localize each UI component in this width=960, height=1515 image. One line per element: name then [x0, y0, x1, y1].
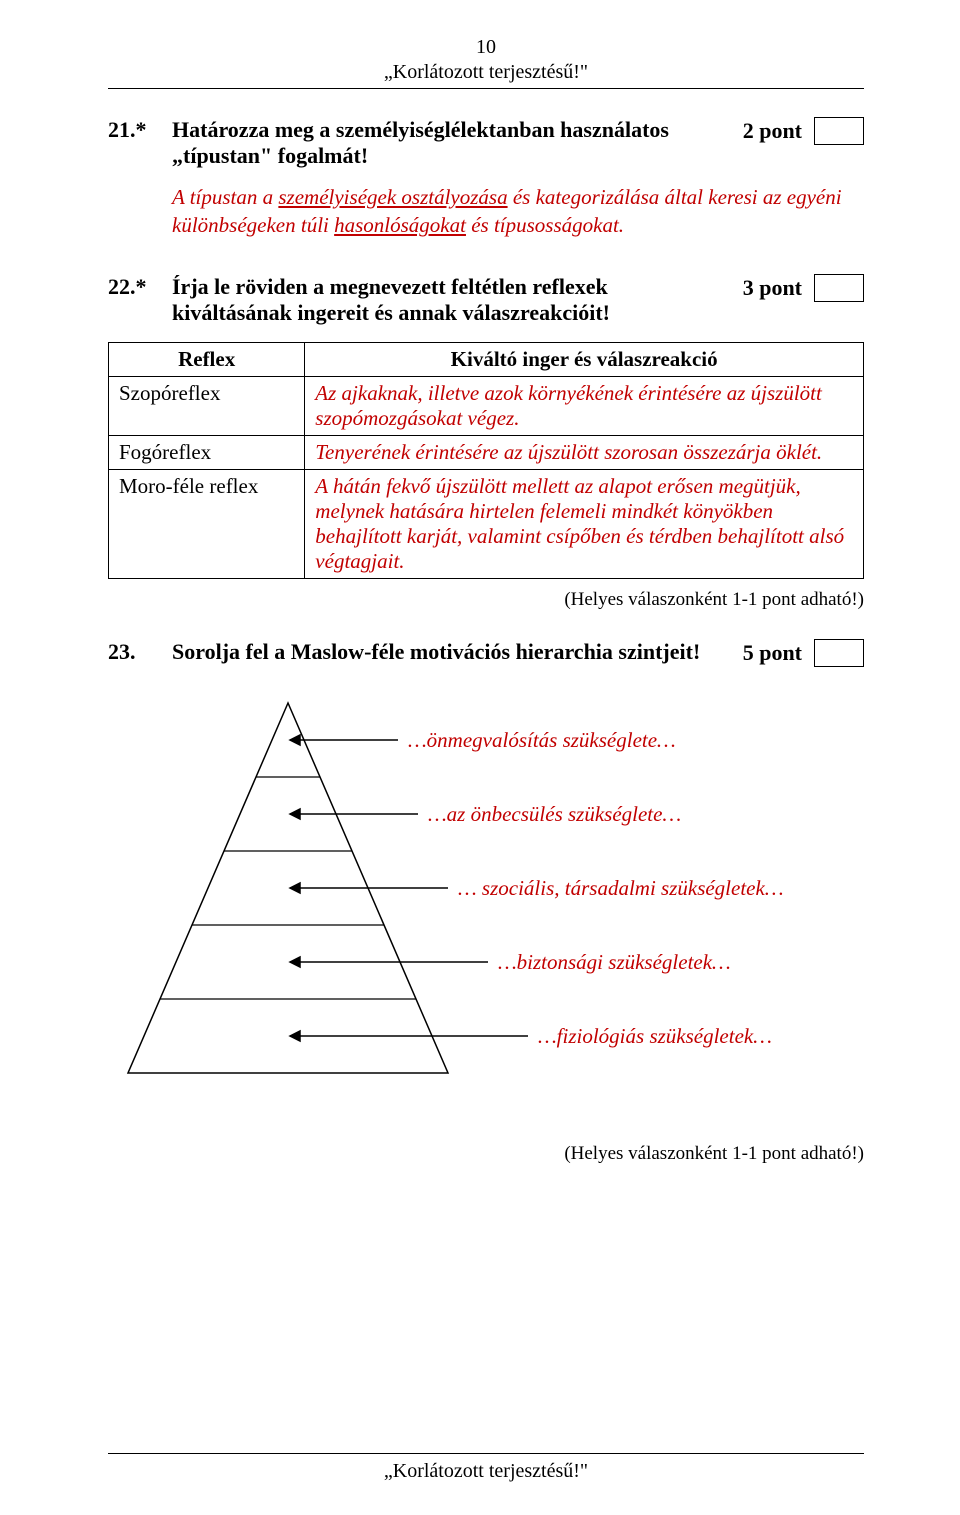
- maslow-pyramid: …önmegvalósítás szükséglete… …az önbecsü…: [108, 693, 868, 1113]
- question-23: 23. Sorolja fel a Maslow-féle motivációs…: [108, 639, 864, 667]
- reflex-answer: Az ajkaknak, illetve azok környékének ér…: [305, 376, 864, 435]
- q21-answer: A típustan a személyiségek osztályozása …: [172, 183, 864, 240]
- page-number: 10: [108, 36, 864, 59]
- footer-text: „Korlátozott terjesztésű!": [108, 1460, 864, 1483]
- q22-note: (Helyes válaszonként 1-1 pont adható!): [108, 589, 864, 611]
- pyramid-label-1: …önmegvalósítás szükséglete…: [408, 728, 676, 753]
- q22-number: 22.*: [108, 274, 172, 326]
- reflex-name: Szopóreflex: [109, 376, 305, 435]
- reflex-answer: A hátán fekvő újszülött mellett az alapo…: [305, 469, 864, 578]
- q23-points: 5 pont: [743, 640, 802, 666]
- question-22: 22.* Írja le röviden a megnevezett felté…: [108, 274, 864, 326]
- header-rule: [108, 88, 864, 89]
- q23-score-box[interactable]: [814, 639, 864, 667]
- reflex-head-left: Reflex: [109, 342, 305, 376]
- q23-text: Sorolja fel a Maslow-féle motivációs hie…: [172, 639, 700, 664]
- page-footer: „Korlátozott terjesztésű!": [108, 1451, 864, 1483]
- reflex-table: Reflex Kiváltó inger és válaszreakció Sz…: [108, 342, 864, 579]
- q21-text: Határozza meg a személyiséglélektanban h…: [172, 117, 669, 168]
- q21-points: 2 pont: [743, 118, 802, 144]
- table-row: Moro-féle reflex A hátán fekvő újszülött…: [109, 469, 864, 578]
- header-subtitle: „Korlátozott terjesztésű!": [108, 61, 864, 84]
- pyramid-label-5: …fiziológiás szükségletek…: [538, 1024, 772, 1049]
- pyramid-label-3: … szociális, társadalmi szükségletek…: [458, 876, 784, 901]
- pyramid-label-2: …az önbecsülés szükséglete…: [428, 802, 681, 827]
- reflex-answer: Tenyerének érintésére az újszülött szoro…: [305, 435, 864, 469]
- q22-text: Írja le röviden a megnevezett feltétlen …: [172, 274, 610, 325]
- reflex-head-right: Kiváltó inger és válaszreakció: [305, 342, 864, 376]
- footer-rule: [108, 1453, 864, 1454]
- reflex-name: Fogóreflex: [109, 435, 305, 469]
- q23-number: 23.: [108, 639, 172, 665]
- table-row: Szopóreflex Az ajkaknak, illetve azok kö…: [109, 376, 864, 435]
- q22-points: 3 pont: [743, 275, 802, 301]
- q21-score-box[interactable]: [814, 117, 864, 145]
- q22-score-box[interactable]: [814, 274, 864, 302]
- pyramid-label-4: …biztonsági szükségletek…: [498, 950, 731, 975]
- table-row: Fogóreflex Tenyerének érintésére az újsz…: [109, 435, 864, 469]
- reflex-name: Moro-féle reflex: [109, 469, 305, 578]
- q21-number: 21.*: [108, 117, 172, 169]
- question-21: 21.* Határozza meg a személyiséglélektan…: [108, 117, 864, 169]
- q23-note: (Helyes válaszonként 1-1 pont adható!): [108, 1143, 864, 1165]
